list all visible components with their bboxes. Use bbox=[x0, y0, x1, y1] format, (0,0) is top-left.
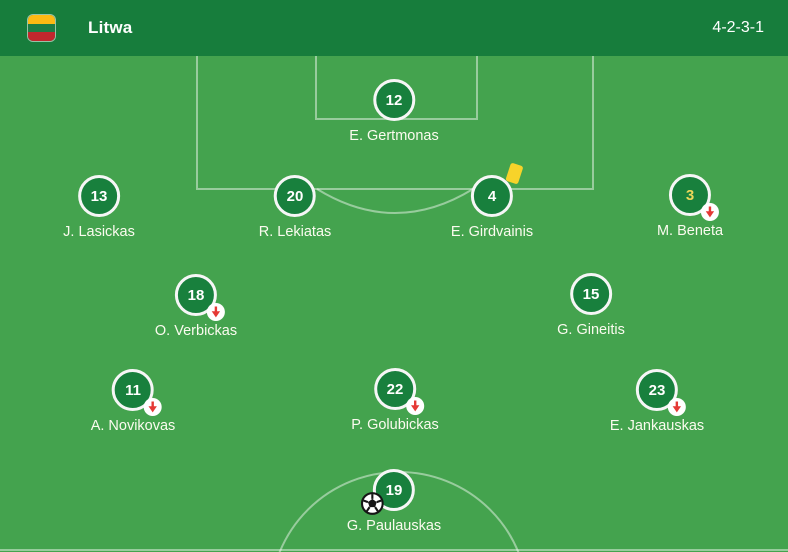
team-name: Litwa bbox=[88, 18, 133, 37]
player-name[interactable]: O. Verbickas bbox=[154, 323, 238, 339]
player-circle[interactable]: 13 bbox=[77, 175, 120, 217]
player-marker[interactable]: 19 bbox=[361, 469, 415, 515]
player-marker[interactable]: 22 bbox=[374, 368, 424, 415]
player-circle[interactable]: 22 bbox=[374, 368, 416, 410]
yellow-card-icon bbox=[505, 162, 524, 185]
lithuania-flag-icon bbox=[28, 15, 55, 41]
player-circle[interactable]: 4 bbox=[470, 175, 513, 217]
player-marker[interactable]: 13 bbox=[77, 175, 120, 217]
player-number: 18 bbox=[187, 286, 205, 304]
player-marker[interactable]: 4 bbox=[470, 162, 524, 217]
player-marker[interactable]: 20 bbox=[273, 175, 316, 217]
player-number: 20 bbox=[286, 187, 304, 205]
player-circle[interactable]: 20 bbox=[273, 175, 316, 217]
player-number: 4 bbox=[487, 187, 497, 205]
player-marker[interactable]: 11 bbox=[112, 369, 162, 416]
formation-label: 4-2-3-1 bbox=[712, 19, 764, 36]
player[interactable]: 19 G. Paulauskas bbox=[347, 469, 441, 534]
player-marker[interactable]: 3 bbox=[669, 174, 719, 221]
player-number: 15 bbox=[582, 285, 600, 303]
player[interactable]: 22 P. Golubickas bbox=[351, 368, 439, 433]
goal-ball-icon bbox=[361, 492, 384, 515]
player[interactable]: 3 M. Beneta bbox=[657, 174, 723, 239]
flag-stripe bbox=[28, 32, 55, 41]
player[interactable]: 4 E. Girdvainis bbox=[450, 162, 534, 240]
player[interactable]: 11 A. Novikovas bbox=[90, 369, 176, 434]
flag-stripe bbox=[28, 15, 55, 24]
player-number: 23 bbox=[648, 381, 666, 399]
player-marker[interactable]: 15 bbox=[570, 273, 612, 315]
player-name[interactable]: M. Beneta bbox=[656, 223, 724, 239]
player-number: 3 bbox=[685, 186, 695, 204]
penalty-box-line bbox=[196, 56, 594, 190]
player-circle[interactable]: 12 bbox=[372, 79, 415, 121]
player-number: 13 bbox=[90, 187, 108, 205]
player-marker[interactable]: 12 bbox=[372, 79, 415, 121]
player[interactable]: 15 G. Gineitis bbox=[557, 273, 625, 338]
player[interactable]: 12 E. Gertmonas bbox=[349, 79, 439, 144]
player-name[interactable]: E. Gertmonas bbox=[349, 128, 439, 144]
player-number: 11 bbox=[125, 381, 141, 399]
player[interactable]: 23 E. Jankauskas bbox=[610, 369, 704, 434]
player[interactable]: 20 R. Lekiatas bbox=[258, 175, 332, 240]
sub-off-icon bbox=[406, 397, 424, 415]
player-circle[interactable]: 15 bbox=[570, 273, 612, 315]
player-name[interactable]: P. Golubickas bbox=[351, 417, 439, 433]
flag-stripe bbox=[28, 23, 55, 33]
player-name[interactable]: J. Lasickas bbox=[63, 224, 135, 240]
sub-off-icon bbox=[668, 398, 686, 416]
penalty-arc-line bbox=[316, 188, 474, 214]
sub-off-icon bbox=[206, 303, 225, 321]
player-number: 22 bbox=[386, 380, 404, 398]
player-name[interactable]: G. Gineitis bbox=[557, 322, 625, 338]
team-header: Litwa 4-2-3-1 bbox=[0, 0, 788, 56]
player[interactable]: 18 O. Verbickas bbox=[155, 274, 237, 339]
player-name[interactable]: R. Lekiatas bbox=[258, 224, 332, 240]
player-number: 19 bbox=[385, 481, 403, 499]
player-marker[interactable]: 18 bbox=[174, 274, 225, 321]
player-circle[interactable]: 3 bbox=[669, 174, 711, 216]
player[interactable]: 13 J. Lasickas bbox=[63, 175, 135, 240]
player-circle[interactable]: 18 bbox=[174, 274, 217, 316]
sub-off-icon bbox=[701, 203, 719, 221]
player-number: 12 bbox=[385, 91, 403, 109]
sub-off-icon bbox=[144, 398, 162, 416]
player-name[interactable]: G. Paulauskas bbox=[346, 518, 442, 534]
player-name[interactable]: A. Novikovas bbox=[90, 418, 176, 434]
player-marker[interactable]: 23 bbox=[636, 369, 686, 416]
player-name[interactable]: E. Girdvainis bbox=[450, 224, 534, 240]
player-name[interactable]: E. Jankauskas bbox=[609, 418, 705, 434]
